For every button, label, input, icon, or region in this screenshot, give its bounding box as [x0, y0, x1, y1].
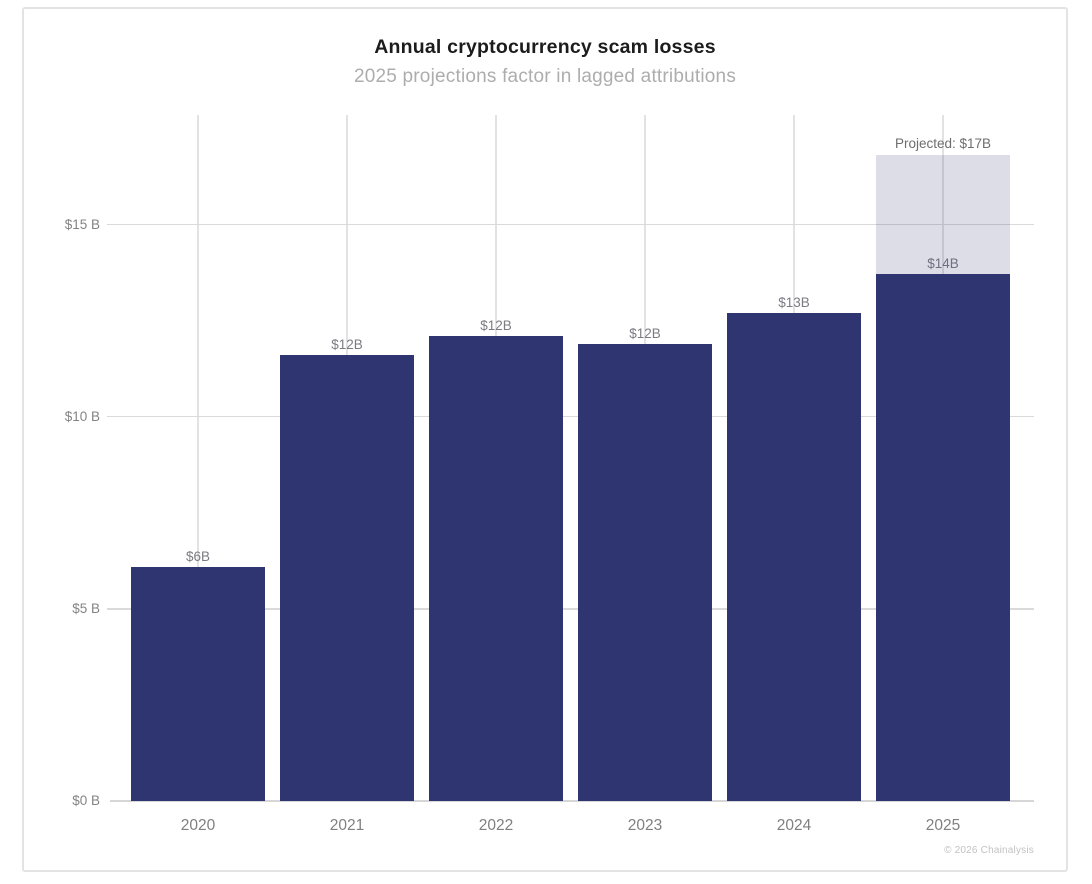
- plot-area: $6B $12B $12B $12B $13B $14B Projected: $17B $0…: [24, 9, 1066, 870]
- x-tick-label: 2024: [776, 817, 812, 834]
- bar-value-label: $14B: [927, 256, 959, 272]
- source-credit: © 2026 Chainalysis: [944, 845, 1034, 856]
- bar-2021: [280, 355, 414, 801]
- bar-2023: [578, 343, 712, 801]
- x-tick-label: 2021: [329, 817, 365, 834]
- y-tick-label: $10 B: [64, 408, 100, 424]
- bar-value-label: $12B: [331, 337, 363, 353]
- bar-2022: [429, 335, 563, 801]
- chart-subtitle: 2025 projections factor in lagged attrib…: [353, 66, 737, 87]
- bar-value-label: $12B: [629, 325, 661, 341]
- chart-card: Annual cryptocurrency scam losses 2025 p…: [22, 7, 1068, 872]
- x-tick-label: 2020: [180, 817, 216, 834]
- x-tick-label: 2025: [925, 817, 961, 834]
- projected-value-label: Projected: $17B: [894, 136, 992, 152]
- bar-2025: [876, 274, 1010, 801]
- bar-2020: [131, 566, 265, 801]
- bar-2025-projected: [876, 155, 1010, 275]
- y-tick-label: $0 B: [72, 793, 100, 808]
- gridline-horizontal: [107, 415, 1034, 418]
- x-tick-label: 2023: [627, 817, 663, 834]
- gridline-horizontal: [107, 223, 1034, 226]
- y-tick-label: $5 B: [72, 600, 100, 616]
- bar-value-label: $6B: [185, 548, 211, 564]
- x-axis-line: [110, 800, 1034, 802]
- bar-2024: [727, 312, 861, 801]
- gridline-vertical: [197, 115, 199, 801]
- y-tick-label: $15 B: [64, 216, 100, 232]
- chart-title: Annual cryptocurrency scam losses: [374, 36, 716, 58]
- bar-value-label: $13B: [778, 294, 810, 310]
- x-tick-label: 2022: [478, 817, 514, 834]
- gridline-horizontal: [107, 608, 1034, 610]
- bar-value-label: $12B: [480, 317, 512, 333]
